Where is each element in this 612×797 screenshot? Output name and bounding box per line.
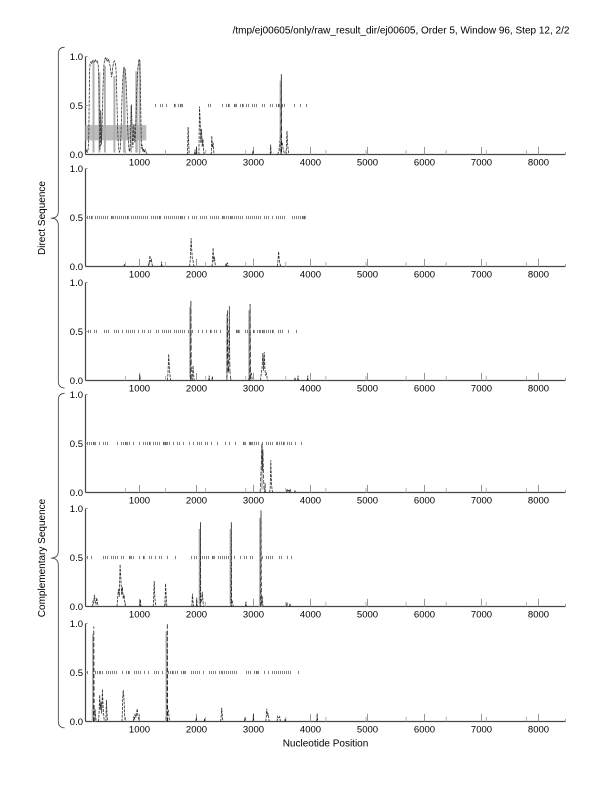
svg-text:6000: 6000 bbox=[414, 725, 435, 736]
svg-text:Direct Sequence: Direct Sequence bbox=[37, 181, 48, 255]
svg-text:1.0: 1.0 bbox=[70, 390, 83, 401]
svg-text:5000: 5000 bbox=[357, 270, 378, 281]
svg-text:2000: 2000 bbox=[186, 270, 207, 281]
svg-text:8000: 8000 bbox=[528, 496, 549, 507]
svg-text:1000: 1000 bbox=[129, 384, 150, 395]
svg-text:6000: 6000 bbox=[414, 270, 435, 281]
svg-text:0.5: 0.5 bbox=[70, 101, 83, 112]
svg-text:5000: 5000 bbox=[357, 158, 378, 169]
svg-text:1000: 1000 bbox=[129, 270, 150, 281]
svg-text:Nucleotide Position: Nucleotide Position bbox=[283, 739, 369, 750]
svg-text:0.0: 0.0 bbox=[70, 488, 83, 499]
svg-text:3000: 3000 bbox=[243, 270, 264, 281]
svg-text:1000: 1000 bbox=[129, 496, 150, 507]
svg-text:7000: 7000 bbox=[471, 610, 492, 621]
svg-text:2000: 2000 bbox=[186, 496, 207, 507]
svg-text:0.0: 0.0 bbox=[70, 150, 83, 161]
svg-text:7000: 7000 bbox=[471, 384, 492, 395]
svg-text:/tmp/ej00605/only/raw_result_d: /tmp/ej00605/only/raw_result_dir/ej00605… bbox=[233, 26, 570, 37]
svg-text:3000: 3000 bbox=[243, 610, 264, 621]
svg-text:0.5: 0.5 bbox=[70, 668, 83, 679]
svg-text:7000: 7000 bbox=[471, 270, 492, 281]
svg-text:3000: 3000 bbox=[243, 725, 264, 736]
svg-text:4000: 4000 bbox=[300, 610, 321, 621]
svg-text:7000: 7000 bbox=[471, 158, 492, 169]
svg-text:0.0: 0.0 bbox=[70, 602, 83, 613]
svg-text:6000: 6000 bbox=[414, 158, 435, 169]
svg-text:5000: 5000 bbox=[357, 496, 378, 507]
svg-text:1.0: 1.0 bbox=[70, 164, 83, 175]
svg-text:3000: 3000 bbox=[243, 384, 264, 395]
svg-text:8000: 8000 bbox=[528, 610, 549, 621]
svg-text:1.0: 1.0 bbox=[70, 619, 83, 630]
svg-text:4000: 4000 bbox=[300, 496, 321, 507]
svg-text:3000: 3000 bbox=[243, 496, 264, 507]
svg-text:0.0: 0.0 bbox=[70, 376, 83, 387]
svg-text:4000: 4000 bbox=[300, 270, 321, 281]
svg-text:1000: 1000 bbox=[129, 610, 150, 621]
svg-text:2000: 2000 bbox=[186, 725, 207, 736]
svg-text:0.5: 0.5 bbox=[70, 213, 83, 224]
svg-text:4000: 4000 bbox=[300, 158, 321, 169]
svg-text:0.5: 0.5 bbox=[70, 327, 83, 338]
svg-text:8000: 8000 bbox=[528, 725, 549, 736]
svg-text:7000: 7000 bbox=[471, 725, 492, 736]
svg-text:0.5: 0.5 bbox=[70, 439, 83, 450]
svg-text:1000: 1000 bbox=[129, 158, 150, 169]
svg-text:6000: 6000 bbox=[414, 496, 435, 507]
svg-text:0.0: 0.0 bbox=[70, 717, 83, 728]
svg-text:4000: 4000 bbox=[300, 725, 321, 736]
svg-text:6000: 6000 bbox=[414, 384, 435, 395]
svg-text:6000: 6000 bbox=[414, 610, 435, 621]
svg-text:4000: 4000 bbox=[300, 384, 321, 395]
svg-text:7000: 7000 bbox=[471, 496, 492, 507]
svg-text:1000: 1000 bbox=[129, 725, 150, 736]
svg-text:1.0: 1.0 bbox=[70, 278, 83, 289]
svg-text:8000: 8000 bbox=[528, 384, 549, 395]
svg-text:Complementary Sequence: Complementary Sequence bbox=[37, 498, 48, 617]
svg-text:1.0: 1.0 bbox=[70, 52, 83, 63]
svg-text:8000: 8000 bbox=[528, 270, 549, 281]
svg-text:5000: 5000 bbox=[357, 725, 378, 736]
svg-text:0.0: 0.0 bbox=[70, 262, 83, 273]
svg-text:5000: 5000 bbox=[357, 384, 378, 395]
svg-text:5000: 5000 bbox=[357, 610, 378, 621]
svg-text:3000: 3000 bbox=[243, 158, 264, 169]
svg-text:1.0: 1.0 bbox=[70, 504, 83, 515]
svg-text:2000: 2000 bbox=[186, 158, 207, 169]
svg-text:8000: 8000 bbox=[528, 158, 549, 169]
svg-text:0.5: 0.5 bbox=[70, 553, 83, 564]
svg-text:2000: 2000 bbox=[186, 384, 207, 395]
svg-text:2000: 2000 bbox=[186, 610, 207, 621]
